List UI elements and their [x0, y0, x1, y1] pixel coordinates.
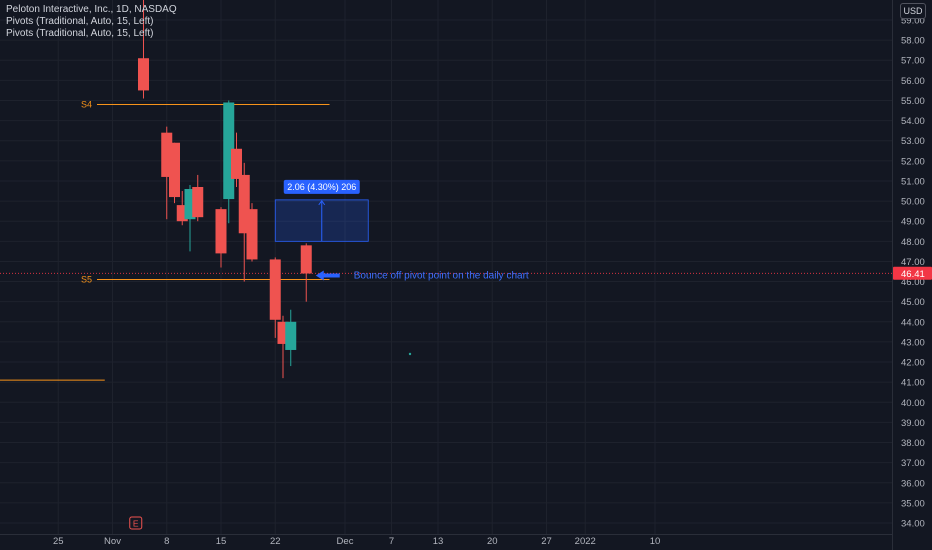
- current-price-label: 46.41: [901, 269, 925, 280]
- y-tick-label: 46.00: [901, 277, 925, 288]
- y-tick-label: 57.00: [901, 56, 925, 67]
- y-tick-label: 40.00: [901, 398, 925, 409]
- x-tick-label: Dec: [337, 536, 354, 547]
- y-tick-label: 39.00: [901, 418, 925, 429]
- candle-body: [138, 58, 149, 91]
- legend-title: Peloton Interactive, Inc., 1D, NASDAQ: [6, 4, 177, 15]
- candle-body: [184, 189, 196, 220]
- candle-body: [238, 174, 250, 234]
- earnings-marker-icon[interactable]: [129, 516, 143, 530]
- chart-legend: Peloton Interactive, Inc., 1D, NASDAQ Pi…: [6, 4, 177, 40]
- y-tick-label: 37.00: [901, 458, 925, 469]
- candle-body: [277, 321, 289, 344]
- annotation-text: Bounce off pivot point on the daily char…: [354, 271, 529, 282]
- y-tick-label: 58.00: [901, 36, 925, 47]
- measure-label: 2.06 (4.30%) 206: [287, 182, 356, 192]
- y-tick-label: 35.00: [901, 498, 925, 509]
- current-price-tag: [893, 266, 932, 280]
- earnings-marker-label: E: [133, 519, 139, 529]
- pivot-label: S5: [81, 275, 92, 285]
- y-tick-label: 47.00: [901, 257, 925, 268]
- candle-body: [269, 259, 281, 320]
- x-tick-label: 7: [389, 536, 394, 547]
- y-tick-label: 43.00: [901, 337, 925, 348]
- candle-body: [231, 148, 242, 179]
- y-tick-label: 51.00: [901, 176, 925, 187]
- x-tick-label: 10: [650, 536, 661, 547]
- x-tick-label: 15: [216, 536, 227, 547]
- legend-pivots-2[interactable]: Pivots (Traditional, Auto, 15, Left): [6, 28, 154, 39]
- measure-label-box: [283, 179, 360, 194]
- y-tick-label: 41.00: [901, 378, 925, 389]
- x-tick-label: Nov: [104, 536, 121, 547]
- x-tick-label: 25: [53, 536, 64, 547]
- candle-body: [176, 205, 188, 222]
- marker-dot: [408, 352, 412, 356]
- candle-body: [246, 209, 258, 260]
- y-tick-label: 48.00: [901, 237, 925, 248]
- y-tick-label: 38.00: [901, 438, 925, 449]
- measure-arrow-head: [318, 200, 326, 206]
- x-tick-label: 27: [541, 536, 552, 547]
- y-tick-label: 34.00: [901, 519, 925, 530]
- candle-body: [223, 102, 235, 200]
- y-tick-label: 53.00: [901, 136, 925, 147]
- candle-body: [215, 209, 227, 254]
- x-tick-label: 20: [487, 536, 498, 547]
- candle-body: [300, 245, 312, 274]
- candle-body: [192, 186, 204, 218]
- candle-body: [169, 142, 180, 198]
- y-tick-label: 55.00: [901, 96, 925, 107]
- currency-badge[interactable]: USD: [900, 3, 926, 19]
- y-tick-label: 49.00: [901, 217, 925, 228]
- y-tick-label: 45.00: [901, 297, 925, 308]
- x-tick-label: 2022: [575, 536, 596, 547]
- y-tick-label: 54.00: [901, 116, 925, 127]
- y-tick-label: 50.00: [901, 197, 925, 208]
- y-tick-label: 42.00: [901, 358, 925, 369]
- candle-body: [161, 132, 173, 177]
- y-tick-label: 36.00: [901, 478, 925, 489]
- x-tick-label: 8: [164, 536, 169, 547]
- annotation-arrow: [315, 270, 340, 281]
- pivot-label: S4: [81, 100, 92, 110]
- legend-pivots-1[interactable]: Pivots (Traditional, Auto, 15, Left): [6, 16, 154, 27]
- y-tick-label: 56.00: [901, 76, 925, 87]
- candle-body: [285, 321, 297, 350]
- y-tick-label: 44.00: [901, 317, 925, 328]
- y-tick-label: 59.00: [901, 16, 925, 27]
- x-tick-label: 22: [270, 536, 281, 547]
- x-tick-label: 13: [433, 536, 444, 547]
- y-tick-label: 52.00: [901, 156, 925, 167]
